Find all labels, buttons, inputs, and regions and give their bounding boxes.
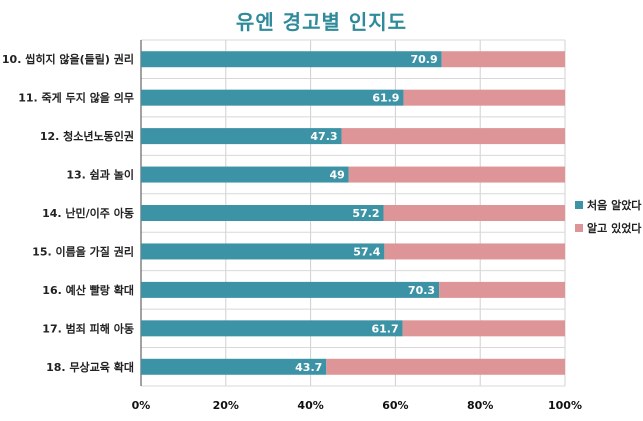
category-label: 11. 죽게 두지 않을 의무 xyxy=(18,91,134,105)
x-tick-label: 0% xyxy=(132,399,151,412)
category-label: 15. 이름을 가질 권리 xyxy=(32,244,134,258)
category-label: 12. 청소년노동인권 xyxy=(40,129,134,143)
data-label: 47.3 xyxy=(310,130,337,143)
x-tick-label: 20% xyxy=(213,399,239,412)
bar-already-knew xyxy=(441,51,565,68)
legend-label: 알고 있었다 xyxy=(587,221,642,235)
bar-first-learned xyxy=(141,128,342,145)
bar-already-knew xyxy=(341,128,565,145)
category-label: 18. 무상교육 확대 xyxy=(46,360,134,374)
x-tick-label: 80% xyxy=(467,399,493,412)
legend-swatch xyxy=(575,224,583,232)
category-label: 16. 예산 빨랑 확대 xyxy=(42,283,134,297)
legend-swatch xyxy=(575,201,583,209)
data-label: 70.3 xyxy=(408,284,435,297)
data-label: 43.7 xyxy=(295,361,322,374)
chart-title: 유엔 경고별 인지도 xyxy=(235,10,408,34)
data-label: 70.9 xyxy=(410,53,437,66)
data-label: 61.9 xyxy=(372,92,399,105)
bar-already-knew xyxy=(439,281,565,298)
bar-first-learned xyxy=(141,89,404,106)
category-label: 14. 난민/이주 아동 xyxy=(42,206,134,220)
category-label: 10. 씹히지 않을(들릴) 권리 xyxy=(2,52,134,66)
bar-first-learned xyxy=(141,166,349,183)
data-label: 57.4 xyxy=(353,245,380,258)
bar-first-learned xyxy=(141,358,327,375)
bar-first-learned xyxy=(141,243,385,260)
bar-already-knew xyxy=(403,89,565,106)
bar-already-knew xyxy=(326,358,565,375)
bar-already-knew xyxy=(383,205,565,221)
x-tick-label: 100% xyxy=(548,399,582,412)
bar-already-knew xyxy=(348,166,565,183)
data-label: 49 xyxy=(329,169,344,182)
bar-already-knew xyxy=(402,320,565,337)
category-label: 13. 쉼과 놀이 xyxy=(66,168,134,182)
x-tick-label: 60% xyxy=(382,399,408,412)
bar-first-learned xyxy=(141,320,403,337)
x-tick-label: 40% xyxy=(297,399,323,412)
bar-first-learned xyxy=(141,205,384,221)
bar-first-learned xyxy=(141,281,440,298)
data-label: 57.2 xyxy=(352,207,379,220)
bar-already-knew xyxy=(384,243,565,260)
legend-label: 처음 알았다 xyxy=(587,198,642,212)
category-label: 17. 범죄 피해 아동 xyxy=(42,321,134,335)
data-label: 61.7 xyxy=(371,322,398,335)
bar-first-learned xyxy=(141,51,442,68)
